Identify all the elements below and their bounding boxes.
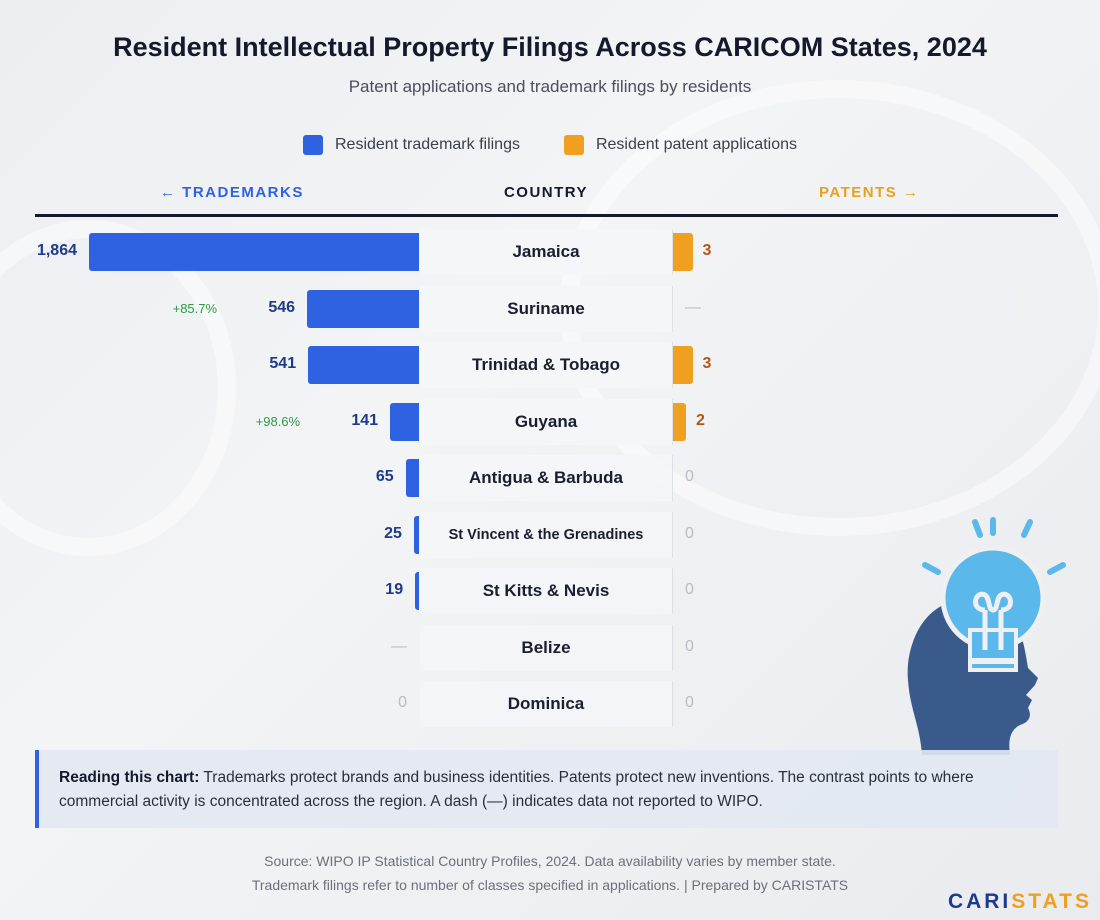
header-divider — [35, 214, 1058, 217]
trademark-value-label: 19 — [385, 581, 404, 598]
country-label: St Kitts & Nevis — [420, 568, 673, 614]
patent-bar — [673, 233, 693, 271]
patent-value-label: 3 — [702, 242, 712, 259]
legend-label: Resident patent applications — [595, 136, 797, 153]
trademark-value-label: 546 — [268, 298, 296, 316]
chart-row: 541 Trinidad & Tobago 3 — [0, 338, 1100, 394]
header-trademarks: ← TRADEMARKS — [160, 184, 304, 201]
country-label: St Vincent & the Grenadines — [420, 511, 673, 558]
country-label: Suriname — [420, 285, 673, 332]
trademark-bar — [89, 233, 419, 271]
country-label: Jamaica — [420, 229, 673, 275]
note-lead: Reading this chart: — [59, 769, 200, 786]
legend-swatch — [303, 135, 323, 155]
legend-item-trademarks: Resident trademark filings — [303, 135, 520, 155]
chart-title: Resident Intellectual Property Filings A… — [113, 32, 987, 62]
legend: Resident trademark filings Resident pate… — [0, 135, 1100, 155]
reading-note: Reading this chart: Trademarks protect b… — [35, 750, 1058, 828]
patent-value-label: 0 — [685, 637, 694, 655]
header-country: COUNTRY — [503, 184, 589, 201]
chart-row: 19 St Kitts & Nevis 0 — [0, 564, 1100, 620]
trademark-bar — [405, 459, 419, 497]
head-lightbulb-icon — [907, 517, 1066, 755]
trademark-value-label: 65 — [375, 468, 394, 485]
chart-row: 1,864 Jamaica 3 — [0, 225, 1100, 281]
patent-value-label: 3 — [702, 355, 712, 372]
change-label: +85.7% — [172, 300, 218, 316]
patent-value-label: — — [685, 298, 701, 316]
trademark-bar — [413, 515, 419, 554]
trademark-value-label: — — [391, 637, 407, 655]
legend-label: Resident trademark filings — [335, 136, 520, 153]
patent-value-label: 0 — [685, 694, 694, 711]
chart-row: 25 St Vincent & the Grenadines 0 — [0, 508, 1100, 564]
logo-part-2: STATS — [1011, 890, 1092, 913]
country-label: Antigua & Barbuda — [420, 455, 673, 501]
country-label: Belize — [420, 624, 673, 671]
source-line-1: Source: WIPO IP Statistical Country Prof… — [264, 853, 836, 869]
chart-row: 546 +85.7% Suriname — — [0, 282, 1100, 338]
trademark-value-label: 1,864 — [36, 242, 77, 259]
country-label: Trinidad & Tobago — [420, 342, 673, 388]
trademark-value-label: 25 — [384, 524, 402, 542]
patent-bar — [673, 346, 693, 384]
chart-row: 0 Dominica 0 — [0, 677, 1100, 733]
legend-swatch — [563, 135, 584, 155]
logo-part-1: CARI — [947, 890, 1012, 913]
patent-value-label: 0 — [685, 468, 694, 485]
country-label: Dominica — [420, 681, 673, 727]
source-line-2: Trademark filings refer to number of cla… — [251, 877, 849, 893]
patent-value-label: 2 — [696, 411, 705, 429]
chart-row: — Belize 0 — [0, 621, 1100, 677]
trademark-bar — [307, 289, 419, 328]
chart-row: 141 +98.6% Guyana 2 — [0, 395, 1100, 451]
patent-value-label: 0 — [685, 581, 694, 598]
legend-item-patents: Resident patent applications — [563, 135, 797, 155]
patent-value-label: 0 — [685, 524, 694, 542]
trademark-value-label: 0 — [398, 694, 407, 711]
trademark-value-label: 541 — [269, 355, 297, 372]
note-text: Trademarks protect brands and business i… — [59, 769, 974, 810]
trademark-value-label: 141 — [351, 411, 379, 429]
change-label: +98.6% — [255, 413, 301, 429]
caristats-logo: CARISTATS — [948, 890, 1092, 914]
trademark-bar — [390, 402, 419, 441]
chart-row: 65 Antigua & Barbuda 0 — [0, 451, 1100, 507]
country-label: Guyana — [420, 398, 673, 445]
trademark-bar — [308, 346, 419, 384]
patent-bar — [673, 402, 686, 441]
header-patents: PATENTS → — [819, 184, 920, 201]
trademark-bar — [415, 572, 419, 610]
chart-subtitle: Patent applications and trademark filing… — [348, 77, 752, 96]
